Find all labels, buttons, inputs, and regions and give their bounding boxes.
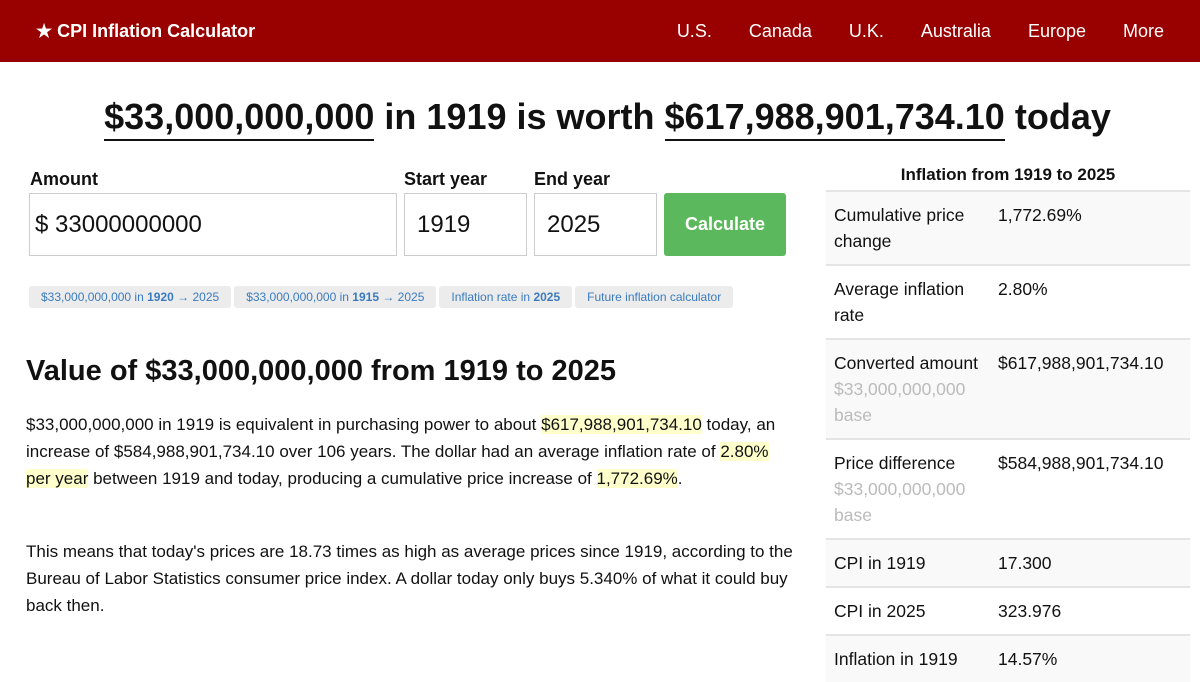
- nav-australia[interactable]: Australia: [920, 20, 991, 41]
- page-title: $33,000,000,000 in 1919 is worth $617,98…: [0, 96, 1200, 141]
- table-row: Inflation in 1919 14.57%: [826, 634, 1190, 682]
- chip-inflation-rate[interactable]: Inflation rate in 2025: [439, 286, 573, 308]
- table-row: CPI in 1919 17.300: [826, 538, 1190, 586]
- dollar-prefix: $: [35, 210, 49, 238]
- table-title: Inflation from 1919 to 2025: [900, 165, 1116, 184]
- explanation-paragraph: This means that today's prices are 18.73…: [26, 542, 793, 615]
- table-body: Cumulative price change 1,772.69% Average…: [826, 190, 1190, 682]
- table-row: CPI in 2025 323.976: [826, 586, 1190, 634]
- start-year-input[interactable]: 1919: [404, 193, 527, 256]
- headline-result: $617,988,901,734.10: [664, 96, 1005, 141]
- nav-uk[interactable]: U.K.: [848, 20, 884, 41]
- amount-value: 33000000000: [55, 210, 202, 238]
- headline-text: in 1919 is worth: [374, 96, 665, 137]
- table-row: Converted amount $33,000,000,000 base $617…: [826, 338, 1190, 438]
- chip-future-calculator[interactable]: Future inflation calculator: [575, 286, 734, 308]
- end-year-input[interactable]: 2025: [534, 193, 657, 256]
- table-row: Average inflation rate 2.80%: [826, 264, 1190, 338]
- amount-input[interactable]: $ 33000000000: [29, 193, 397, 256]
- inflation-summary-table: Inflation from 1919 to 2025 Cumulative p…: [826, 160, 1190, 682]
- headline-end: today: [1004, 96, 1111, 137]
- top-nav: ★ CPI Inflation Calculator U.S. Canada U…: [0, 0, 1200, 62]
- nav-europe[interactable]: Europe: [1027, 20, 1086, 41]
- section-title: Value of $33,000,000,000 from 1919 to 20…: [26, 355, 617, 387]
- headline-amount: $33,000,000,000: [104, 96, 375, 141]
- table-row: Cumulative price change 1,772.69%: [826, 190, 1190, 264]
- nav-more[interactable]: More: [1122, 20, 1164, 41]
- table-row: Price difference $33,000,000,000 base $584…: [826, 438, 1190, 538]
- nav-canada[interactable]: Canada: [748, 20, 812, 41]
- chip-1915[interactable]: $33,000,000,000 in 1915 → 2025: [234, 286, 437, 308]
- summary-paragraph: $33,000,000,000 in 1919 is equivalent in…: [26, 415, 776, 488]
- end-year-label: End year: [534, 169, 611, 189]
- chip-1920[interactable]: $33,000,000,000 in 1920 → 2025: [29, 286, 232, 308]
- related-links: $33,000,000,000 in 1920 → 2025 $33,000,0…: [29, 286, 734, 308]
- calculate-button[interactable]: Calculate: [664, 193, 786, 256]
- nav-us[interactable]: U.S.: [676, 20, 712, 41]
- start-year-label: Start year: [404, 169, 488, 189]
- brand-logo[interactable]: ★ CPI Inflation Calculator: [36, 20, 256, 41]
- amount-label: Amount: [30, 169, 98, 189]
